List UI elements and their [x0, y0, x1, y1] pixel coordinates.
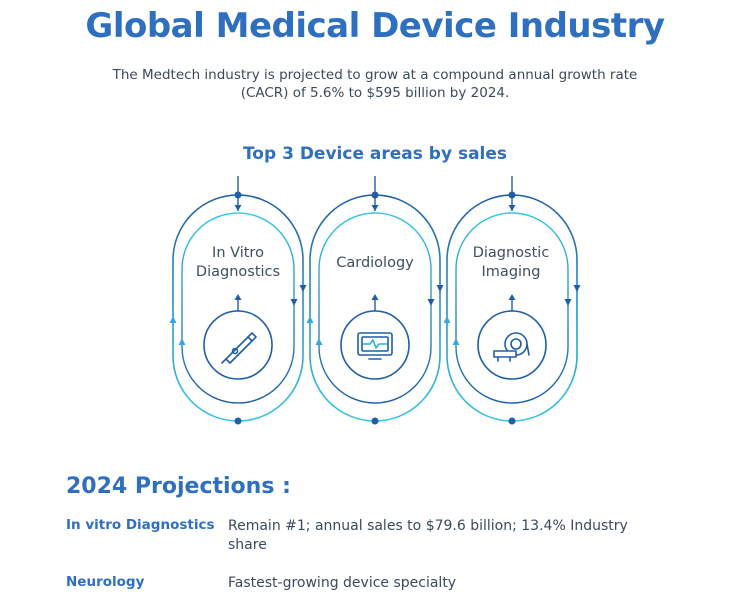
projection-row: Neurology Fastest-growing device special…: [66, 574, 706, 596]
up-arrow-icon: [315, 338, 323, 345]
area-label-cardiology: Cardiology: [315, 254, 435, 273]
device-areas-diagram: [169, 176, 581, 425]
area-card: [306, 176, 444, 425]
page-subtitle: The Medtech industry is projected to gro…: [112, 67, 638, 101]
up-arrow-icon: [178, 338, 186, 345]
outer-ring: [172, 194, 304, 422]
up-arrow-icon: [371, 294, 379, 300]
icon-circle: [203, 310, 273, 380]
projections-heading: 2024 Projections :: [66, 474, 291, 499]
projection-value: Remain #1; annual sales to $79.6 billion…: [228, 518, 628, 553]
top-dot: [234, 191, 242, 199]
bottom-dot: [371, 417, 379, 425]
area-label-line: Diagnostics: [195, 264, 281, 280]
down-arrow-icon: [508, 205, 516, 211]
top-dot: [371, 191, 379, 199]
up-arrow-icon: [169, 316, 177, 323]
projection-value: Fastest-growing device specialty: [228, 575, 457, 591]
heart-monitor-icon: [357, 332, 393, 360]
up-arrow-icon: [508, 294, 516, 300]
bottom-dot: [508, 417, 516, 425]
down-arrow-icon: [564, 299, 572, 306]
projection-row: In vitro Diagnostics Remain #1; annual s…: [66, 517, 706, 557]
area-label-in-vitro: In Vitro Diagnostics: [178, 244, 298, 282]
area-card: [443, 176, 581, 425]
down-arrow-icon: [299, 285, 307, 292]
thermometer-icon: [221, 332, 257, 364]
down-arrow-icon: [573, 285, 581, 292]
up-arrow-icon: [443, 316, 451, 323]
up-arrow-icon: [306, 316, 314, 323]
up-arrow-icon: [234, 294, 242, 300]
projection-key: In vitro Diagnostics: [66, 517, 215, 533]
top-dot: [508, 191, 516, 199]
bottom-dot: [234, 417, 242, 425]
page-title: Global Medical Device Industry: [85, 6, 665, 46]
inner-ring: [455, 212, 569, 404]
down-arrow-icon: [234, 205, 242, 211]
outer-ring: [446, 194, 578, 422]
area-label-line: Diagnostic: [472, 245, 550, 261]
down-arrow-icon: [290, 299, 298, 306]
area-label-line: Imaging: [481, 264, 541, 280]
down-arrow-icon: [427, 299, 435, 306]
projection-key: Neurology: [66, 574, 145, 590]
outer-ring: [309, 194, 441, 422]
inner-ring: [181, 212, 295, 404]
mri-scanner-icon: [493, 332, 530, 362]
area-card: [169, 176, 307, 425]
inner-ring: [318, 212, 432, 404]
down-arrow-icon: [371, 205, 379, 211]
area-label-line: Cardiology: [336, 255, 414, 271]
areas-heading: Top 3 Device areas by sales: [242, 144, 508, 164]
up-arrow-icon: [452, 338, 460, 345]
area-label-line: In Vitro: [212, 245, 264, 261]
down-arrow-icon: [436, 285, 444, 292]
area-label-diagnostic-imaging: Diagnostic Imaging: [451, 244, 571, 282]
